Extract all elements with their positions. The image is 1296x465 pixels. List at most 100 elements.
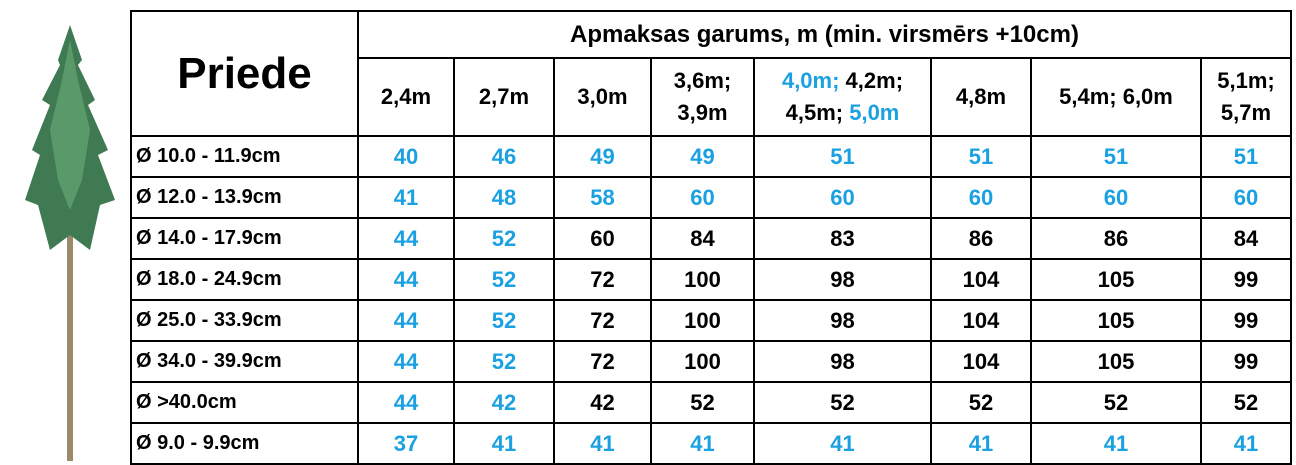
value-cell: 105 [1031, 300, 1201, 341]
header-text: 5,4m; 6,0m [1059, 84, 1173, 109]
data-row: Ø 12.0 - 13.9cm4148586060606060 [131, 177, 1291, 218]
header-line: 4,5m; 5,0m [755, 97, 930, 129]
value-cell: 49 [651, 136, 754, 177]
value-cell: 52 [454, 300, 554, 341]
value-cell: 84 [1201, 218, 1291, 259]
value-cell: 72 [554, 259, 651, 300]
value-cell: 42 [454, 382, 554, 423]
value-cell: 52 [454, 259, 554, 300]
value-cell: 99 [1201, 300, 1291, 341]
column-header: 2,7m [454, 58, 554, 136]
value-cell: 58 [554, 177, 651, 218]
value-cell: 60 [754, 177, 931, 218]
value-cell: 51 [1031, 136, 1201, 177]
value-cell: 52 [1201, 382, 1291, 423]
header-line: 4,8m [932, 81, 1030, 113]
value-cell: 52 [931, 382, 1031, 423]
corner-cell: Priede [131, 11, 358, 136]
value-cell: 98 [754, 300, 931, 341]
value-cell: 100 [651, 259, 754, 300]
table-body: Priede Apmaksas garums, m (min. virsmērs… [131, 11, 1291, 464]
value-cell: 98 [754, 259, 931, 300]
value-cell: 72 [554, 341, 651, 382]
column-header: 5,4m; 6,0m [1031, 58, 1201, 136]
value-cell: 100 [651, 341, 754, 382]
value-cell: 41 [931, 423, 1031, 464]
column-header: 5,1m; 5,7m [1201, 58, 1291, 136]
value-cell: 84 [651, 218, 754, 259]
header-line: 5,7m [1202, 97, 1290, 129]
value-cell: 52 [754, 382, 931, 423]
value-cell: 83 [754, 218, 931, 259]
price-table: Priede Apmaksas garums, m (min. virsmērs… [130, 10, 1292, 465]
value-cell: 51 [754, 136, 931, 177]
value-cell: 52 [651, 382, 754, 423]
value-cell: 41 [1031, 423, 1201, 464]
header-line: 3,9m [652, 97, 753, 129]
value-cell: 49 [554, 136, 651, 177]
row-label: Ø >40.0cm [131, 382, 358, 423]
title-cell: Apmaksas garums, m (min. virsmērs +10cm) [358, 11, 1291, 58]
row-label: Ø 12.0 - 13.9cm [131, 177, 358, 218]
value-cell: 52 [454, 341, 554, 382]
value-cell: 105 [1031, 259, 1201, 300]
value-cell: 44 [358, 341, 454, 382]
header-text: 3,9m [677, 100, 727, 125]
row-label: Ø 25.0 - 33.9cm [131, 300, 358, 341]
value-cell: 99 [1201, 259, 1291, 300]
value-cell: 51 [1201, 136, 1291, 177]
header-text: 2,7m [479, 84, 529, 109]
value-cell: 41 [358, 177, 454, 218]
column-header: 3,6m; 3,9m [651, 58, 754, 136]
header-text: 5,1m; [1217, 68, 1274, 93]
value-cell: 86 [1031, 218, 1201, 259]
row-label: Ø 9.0 - 9.9cm [131, 423, 358, 464]
value-cell: 40 [358, 136, 454, 177]
value-cell: 41 [454, 423, 554, 464]
value-cell: 60 [931, 177, 1031, 218]
header-line: 2,4m [359, 81, 453, 113]
value-cell: 86 [931, 218, 1031, 259]
value-cell: 98 [754, 341, 931, 382]
header-text: 2,4m [381, 84, 431, 109]
value-cell: 44 [358, 218, 454, 259]
row-label: Ø 34.0 - 39.9cm [131, 341, 358, 382]
column-header: 4,8m [931, 58, 1031, 136]
value-cell: 41 [651, 423, 754, 464]
value-cell: 42 [554, 382, 651, 423]
header-line: 4,0m; 4,2m; [755, 65, 930, 97]
page: Priede Apmaksas garums, m (min. virsmērs… [0, 0, 1296, 461]
value-cell: 52 [454, 218, 554, 259]
column-header: 4,0m; 4,2m;4,5m; 5,0m [754, 58, 931, 136]
header-text: 4,0m; [782, 68, 839, 93]
header-line: 3,6m; [652, 65, 753, 97]
value-cell: 104 [931, 259, 1031, 300]
row-label: Ø 14.0 - 17.9cm [131, 218, 358, 259]
value-cell: 60 [1201, 177, 1291, 218]
column-header: 3,0m [554, 58, 651, 136]
header-line: 2,7m [455, 81, 553, 113]
value-cell: 104 [931, 341, 1031, 382]
value-cell: 104 [931, 300, 1031, 341]
column-header: 2,4m [358, 58, 454, 136]
value-cell: 37 [358, 423, 454, 464]
header-text: 5,7m [1221, 100, 1271, 125]
value-cell: 52 [1031, 382, 1201, 423]
header-text: 3,0m [577, 84, 627, 109]
tree-illustration [20, 20, 120, 461]
value-cell: 46 [454, 136, 554, 177]
value-cell: 60 [1031, 177, 1201, 218]
header-text: 4,5m; [786, 100, 843, 125]
value-cell: 105 [1031, 341, 1201, 382]
value-cell: 41 [554, 423, 651, 464]
header-text: 4,2m; [839, 68, 903, 93]
header-line: 5,4m; 6,0m [1032, 81, 1200, 113]
value-cell: 44 [358, 259, 454, 300]
